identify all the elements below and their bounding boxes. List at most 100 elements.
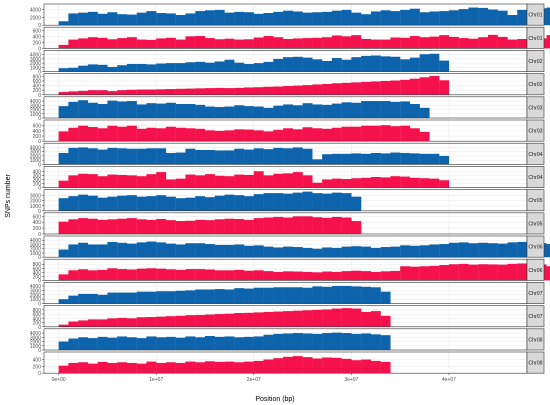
- bar: [195, 196, 206, 211]
- bar: [341, 126, 352, 142]
- bar: [497, 10, 508, 26]
- bar: [68, 270, 79, 281]
- bar: [195, 36, 206, 49]
- bar: [400, 125, 411, 142]
- bar: [341, 271, 352, 281]
- bar: [253, 148, 264, 165]
- bar: [214, 106, 225, 118]
- bar: [136, 176, 147, 188]
- bar: [214, 9, 225, 26]
- bar: [165, 291, 176, 304]
- bar: [409, 153, 420, 165]
- bar: [390, 11, 401, 26]
- bar: [107, 292, 118, 304]
- y-tick-label: 0: [38, 186, 41, 192]
- facet-strip: [526, 189, 545, 212]
- bar: [126, 101, 137, 118]
- bar: [146, 336, 157, 350]
- bar: [185, 36, 196, 49]
- bar: [87, 338, 98, 350]
- x-axis-label: Position (bp): [255, 396, 294, 403]
- bar: [273, 147, 284, 165]
- bar: [175, 88, 186, 95]
- bar: [253, 194, 264, 211]
- bar: [78, 218, 89, 234]
- bar: [195, 128, 206, 142]
- y-tick-label: 3000: [30, 194, 41, 200]
- bar: [370, 11, 381, 26]
- bar: [136, 128, 147, 142]
- bar: [87, 174, 98, 188]
- bar: [507, 14, 518, 26]
- bar: [400, 79, 411, 95]
- bar: [292, 310, 303, 327]
- bar: [117, 292, 128, 304]
- bar: [224, 313, 235, 327]
- bar: [273, 173, 284, 188]
- bar: [244, 196, 254, 211]
- bar: [78, 269, 89, 281]
- bar: [97, 361, 108, 374]
- bar: [370, 81, 381, 95]
- bar: [58, 324, 69, 327]
- bar: [253, 245, 264, 258]
- bar: [146, 11, 157, 26]
- y-tick-label: 3000: [30, 57, 41, 63]
- bar: [361, 286, 372, 304]
- bar: [370, 360, 381, 374]
- bar: [351, 246, 362, 258]
- bar: [292, 287, 303, 304]
- bar: [58, 365, 69, 374]
- facet-strip-label: Chr02: [528, 59, 542, 65]
- bar: [214, 61, 225, 72]
- y-tick-label: 3000: [30, 288, 41, 294]
- y-tick-label: 400: [33, 129, 42, 135]
- bar: [165, 102, 176, 118]
- y-tick-label: 400: [33, 270, 42, 276]
- bar: [244, 39, 254, 49]
- bar: [234, 62, 245, 72]
- bar: [302, 57, 313, 72]
- x-tick-label: 3e+07: [344, 377, 358, 383]
- bar: [331, 308, 342, 327]
- bar: [253, 87, 264, 95]
- bar: [478, 7, 489, 26]
- bar: [322, 154, 332, 165]
- bar: [400, 9, 411, 26]
- bar: [156, 316, 167, 327]
- bar: [87, 319, 98, 327]
- bar: [361, 125, 372, 142]
- bar: [126, 318, 137, 327]
- bar: [58, 92, 69, 95]
- bar: [273, 193, 284, 211]
- bar: [283, 128, 293, 142]
- x-tick-label: 2e+07: [247, 377, 261, 383]
- bar: [419, 54, 430, 72]
- bar: [68, 295, 79, 304]
- bar: [58, 274, 69, 281]
- bar: [468, 7, 479, 26]
- bar: [429, 178, 440, 188]
- bar: [214, 289, 225, 304]
- bar: [165, 362, 176, 374]
- bar: [195, 314, 206, 327]
- bar: [361, 38, 372, 49]
- bar: [448, 242, 459, 258]
- bar: [273, 271, 284, 281]
- bar: [312, 12, 323, 26]
- bar: [351, 196, 362, 211]
- bar: [97, 336, 108, 350]
- bar: [126, 175, 137, 188]
- bar: [117, 65, 128, 72]
- bar: [361, 271, 372, 281]
- bar: [205, 220, 215, 234]
- bar: [517, 263, 528, 281]
- bar: [517, 38, 528, 49]
- bar: [165, 196, 176, 211]
- bar: [126, 63, 137, 72]
- facet-strip: [526, 258, 545, 281]
- bar: [195, 243, 206, 258]
- bar: [517, 241, 528, 258]
